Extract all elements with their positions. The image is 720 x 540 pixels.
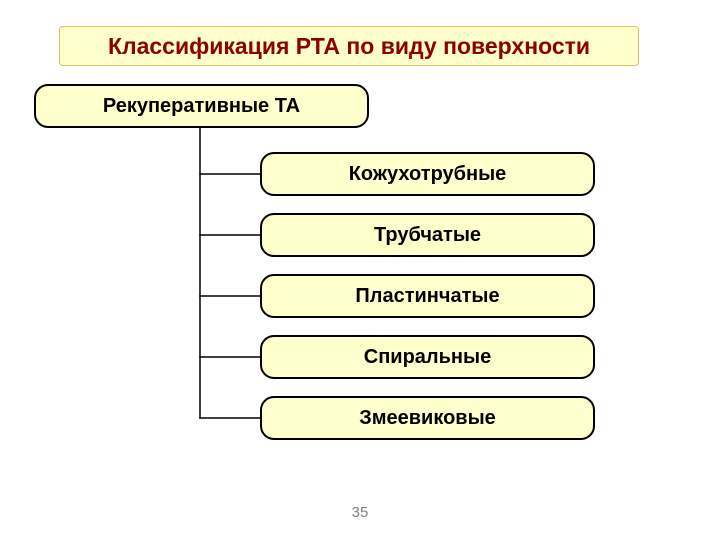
root-node-label: Рекуперативные ТА <box>103 95 300 118</box>
child-node: Кожухотрубные <box>260 152 595 196</box>
child-node-label: Пластинчатые <box>355 285 499 308</box>
page-number: 35 <box>0 504 720 521</box>
child-node: Пластинчатые <box>260 274 595 318</box>
child-node: Змеевиковые <box>260 396 595 440</box>
child-node-label: Кожухотрубные <box>349 163 507 186</box>
page-number-text: 35 <box>352 504 369 521</box>
child-node-label: Спиральные <box>364 346 491 369</box>
root-node: Рекуперативные ТА <box>34 84 369 128</box>
child-node-label: Трубчатые <box>374 224 481 247</box>
connector-lines <box>0 0 720 540</box>
child-node: Трубчатые <box>260 213 595 257</box>
child-node: Спиральные <box>260 335 595 379</box>
slide-title-text: Классификация РТА по виду поверхности <box>108 33 590 60</box>
slide: Классификация РТА по виду поверхности Ре… <box>0 0 720 540</box>
child-node-label: Змеевиковые <box>359 407 496 430</box>
slide-title: Классификация РТА по виду поверхности <box>59 26 639 66</box>
